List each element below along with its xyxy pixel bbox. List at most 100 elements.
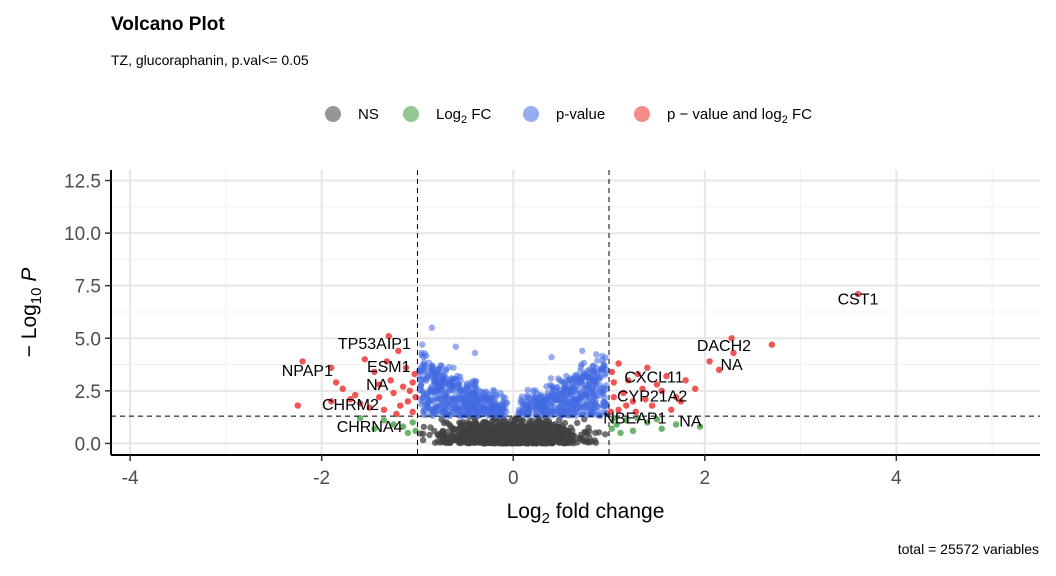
point-ns xyxy=(544,438,552,445)
point-ns xyxy=(488,429,496,436)
point-pvalue-and-log2fc xyxy=(615,360,622,367)
point-pvalue xyxy=(577,392,584,399)
point-pvalue-and-log2fc xyxy=(634,370,641,378)
point-log2fc xyxy=(610,414,618,422)
point-pvalue xyxy=(426,386,434,394)
point-pvalue-and-log2fc xyxy=(393,410,400,418)
point-ns xyxy=(458,437,465,444)
point-pvalue xyxy=(420,411,427,418)
legend-label: p − value and log2 FC xyxy=(667,106,812,126)
point-pvalue xyxy=(590,382,597,389)
point-pvalue xyxy=(428,324,436,331)
point-pvalue xyxy=(575,379,582,386)
y-tick-label: 2.5 xyxy=(75,382,101,403)
gene-label: TP53AIP1 xyxy=(338,336,411,353)
point-pvalue-and-log2fc xyxy=(328,398,335,405)
point-log2fc xyxy=(623,417,630,424)
point-ns xyxy=(529,435,536,443)
point-pvalue xyxy=(588,388,596,395)
point-pvalue xyxy=(473,397,480,404)
point-pvalue xyxy=(601,394,609,401)
point-ns xyxy=(486,438,494,445)
point-pvalue-and-log2fc xyxy=(610,393,618,401)
point-pvalue xyxy=(547,375,555,382)
point-ns xyxy=(551,432,558,440)
point-ns xyxy=(471,439,478,446)
point-ns xyxy=(471,432,478,440)
point-pvalue xyxy=(473,384,480,391)
point-pvalue xyxy=(438,401,446,408)
point-pvalue xyxy=(537,401,544,409)
point-pvalue xyxy=(578,374,586,382)
point-ns xyxy=(499,437,507,445)
point-pvalue xyxy=(417,376,425,384)
point-pvalue xyxy=(593,351,600,358)
point-pvalue-and-log2fc xyxy=(624,377,632,384)
point-pvalue xyxy=(455,404,462,412)
point-pvalue-and-log2fc xyxy=(639,385,646,392)
point-ns xyxy=(439,428,446,435)
point-pvalue xyxy=(523,392,531,399)
point-pvalue-and-log2fc xyxy=(623,402,630,409)
x-tick-label: -4 xyxy=(122,468,139,489)
point-pvalue-and-log2fc xyxy=(375,393,383,401)
point-ns xyxy=(493,418,501,426)
point-log2fc xyxy=(617,429,624,437)
point-pvalue xyxy=(417,364,425,371)
point-ns xyxy=(419,436,427,444)
point-ns xyxy=(523,422,531,429)
point-pvalue-and-log2fc xyxy=(728,335,735,342)
point-pvalue-and-log2fc xyxy=(648,402,656,409)
point-pvalue-and-log2fc xyxy=(409,408,416,416)
point-pvalue xyxy=(442,367,450,374)
point-pvalue xyxy=(482,409,489,417)
point-pvalue-and-log2fc xyxy=(397,402,404,409)
point-pvalue xyxy=(529,387,537,394)
gene-label: CHRM2 xyxy=(322,397,379,414)
point-pvalue-and-log2fc xyxy=(658,387,665,395)
point-pvalue-and-log2fc xyxy=(375,381,383,388)
point-pvalue xyxy=(589,411,597,418)
point-log2fc xyxy=(629,427,637,435)
point-ns xyxy=(536,432,544,439)
point-pvalue xyxy=(585,394,592,401)
point-log2fc xyxy=(409,419,416,426)
point-pvalue-and-log2fc xyxy=(339,385,346,392)
point-ns xyxy=(502,424,510,431)
point-pvalue-and-log2fc xyxy=(692,385,699,392)
point-pvalue xyxy=(603,400,610,407)
point-ns xyxy=(426,431,433,439)
point-pvalue xyxy=(468,383,475,390)
chart-title: Volcano Plot xyxy=(111,14,225,35)
point-pvalue xyxy=(517,396,525,404)
y-tick-label: 10.0 xyxy=(64,224,101,245)
point-pvalue-and-log2fc xyxy=(385,332,392,340)
point-ns xyxy=(545,418,553,425)
point-log2fc xyxy=(380,417,388,424)
point-pvalue-and-log2fc xyxy=(399,383,407,390)
point-pvalue-and-log2fc xyxy=(299,358,306,365)
point-ns xyxy=(602,431,609,438)
point-pvalue-and-log2fc xyxy=(629,398,637,405)
y-tick-label: 5.0 xyxy=(75,329,101,350)
point-pvalue xyxy=(544,389,552,396)
point-ns xyxy=(569,427,576,434)
legend-label: p-value xyxy=(556,106,605,123)
point-pvalue-and-log2fc xyxy=(294,402,301,409)
point-pvalue-and-log2fc xyxy=(677,398,685,405)
point-ns xyxy=(570,440,577,447)
x-tick-label: -2 xyxy=(313,468,330,489)
point-pvalue xyxy=(563,372,570,380)
point-ns xyxy=(580,438,588,445)
point-pvalue-and-log2fc xyxy=(642,396,649,403)
point-pvalue-and-log2fc xyxy=(615,406,622,413)
point-pvalue xyxy=(500,404,507,411)
point-ns xyxy=(473,425,480,433)
point-pvalue xyxy=(429,362,436,369)
point-ns xyxy=(513,426,520,434)
point-pvalue-and-log2fc xyxy=(332,379,340,386)
point-pvalue xyxy=(594,372,601,379)
point-ns xyxy=(420,423,428,431)
point-pvalue xyxy=(454,399,461,406)
point-pvalue-and-log2fc xyxy=(644,364,651,371)
